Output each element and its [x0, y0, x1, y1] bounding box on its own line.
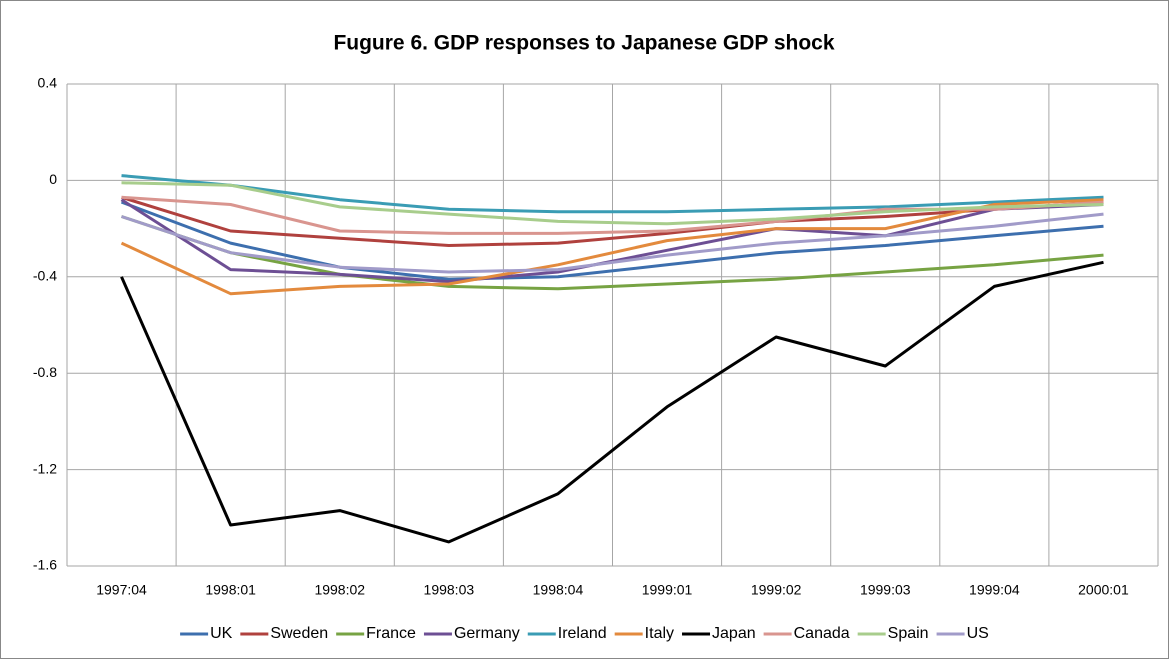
y-tick-label: -1.6 — [33, 557, 57, 573]
series-line — [121, 195, 1104, 247]
x-tick-label: 1997:04 — [96, 582, 147, 598]
legend: UK Sweden France Germany Ireland Italy Japan Ca… — [180, 625, 989, 642]
series-line — [120, 200, 1104, 281]
x-tick-label: 1998:03 — [424, 582, 475, 598]
legend-label: Canada — [794, 625, 850, 642]
y-tick-label: 0 — [49, 171, 57, 187]
legend-label: Italy — [645, 625, 674, 642]
y-tick-label: -1.2 — [33, 460, 57, 476]
series-line — [121, 181, 1104, 226]
x-tick-label: 1998:01 — [205, 582, 256, 598]
x-tick-label: 1998:04 — [533, 582, 584, 598]
series-line — [121, 215, 1104, 291]
x-tick-label: 1999:02 — [751, 582, 802, 598]
series-line — [120, 260, 1104, 544]
legend-label: US — [967, 625, 989, 642]
x-tick-label: 2000:01 — [1078, 582, 1129, 598]
legend-label: Japan — [712, 625, 756, 642]
x-tick-label: 1998:02 — [314, 582, 365, 598]
series-line — [121, 212, 1104, 274]
legend-label: Germany — [454, 625, 520, 642]
legend-label: UK — [210, 625, 233, 642]
y-tick-label: 0.4 — [38, 75, 58, 91]
series-line — [120, 198, 1104, 296]
series-line — [121, 174, 1104, 214]
y-tick-label: -0.8 — [33, 364, 57, 380]
legend-label: Spain — [888, 625, 929, 642]
legend-label: Ireland — [558, 625, 607, 642]
legend-label: Sweden — [270, 625, 328, 642]
y-tick-label: -0.4 — [33, 268, 57, 284]
grid — [66, 83, 1159, 567]
x-tick-label: 1999:04 — [969, 582, 1020, 598]
x-tick-label: 1999:03 — [860, 582, 911, 598]
legend-label: France — [366, 625, 416, 642]
chart-title: Fugure 6. GDP responses to Japanese GDP … — [333, 32, 834, 55]
x-tick-label: 1999:01 — [642, 582, 693, 598]
